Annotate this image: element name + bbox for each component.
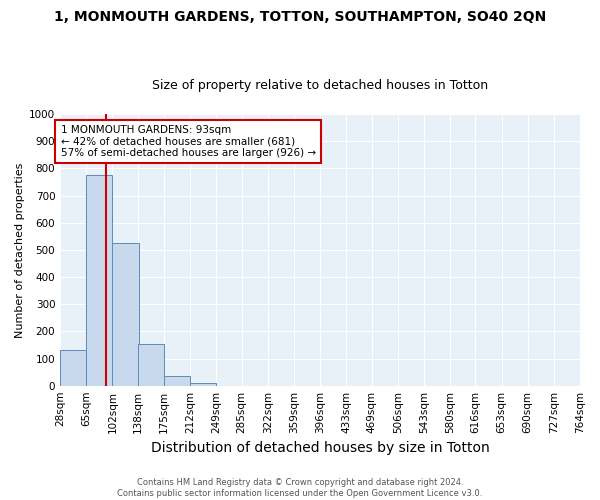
Bar: [164, 376, 190, 386]
X-axis label: Distribution of detached houses by size in Totton: Distribution of detached houses by size …: [151, 441, 490, 455]
Bar: [138, 344, 164, 386]
Title: Size of property relative to detached houses in Totton: Size of property relative to detached ho…: [152, 79, 488, 92]
Bar: [86, 175, 112, 386]
Y-axis label: Number of detached properties: Number of detached properties: [15, 162, 25, 338]
Text: Contains HM Land Registry data © Crown copyright and database right 2024.
Contai: Contains HM Land Registry data © Crown c…: [118, 478, 482, 498]
Text: 1 MONMOUTH GARDENS: 93sqm
← 42% of detached houses are smaller (681)
57% of semi: 1 MONMOUTH GARDENS: 93sqm ← 42% of detac…: [61, 125, 316, 158]
Bar: [60, 350, 86, 386]
Bar: [112, 243, 139, 386]
Text: 1, MONMOUTH GARDENS, TOTTON, SOUTHAMPTON, SO40 2QN: 1, MONMOUTH GARDENS, TOTTON, SOUTHAMPTON…: [54, 10, 546, 24]
Bar: [190, 383, 216, 386]
